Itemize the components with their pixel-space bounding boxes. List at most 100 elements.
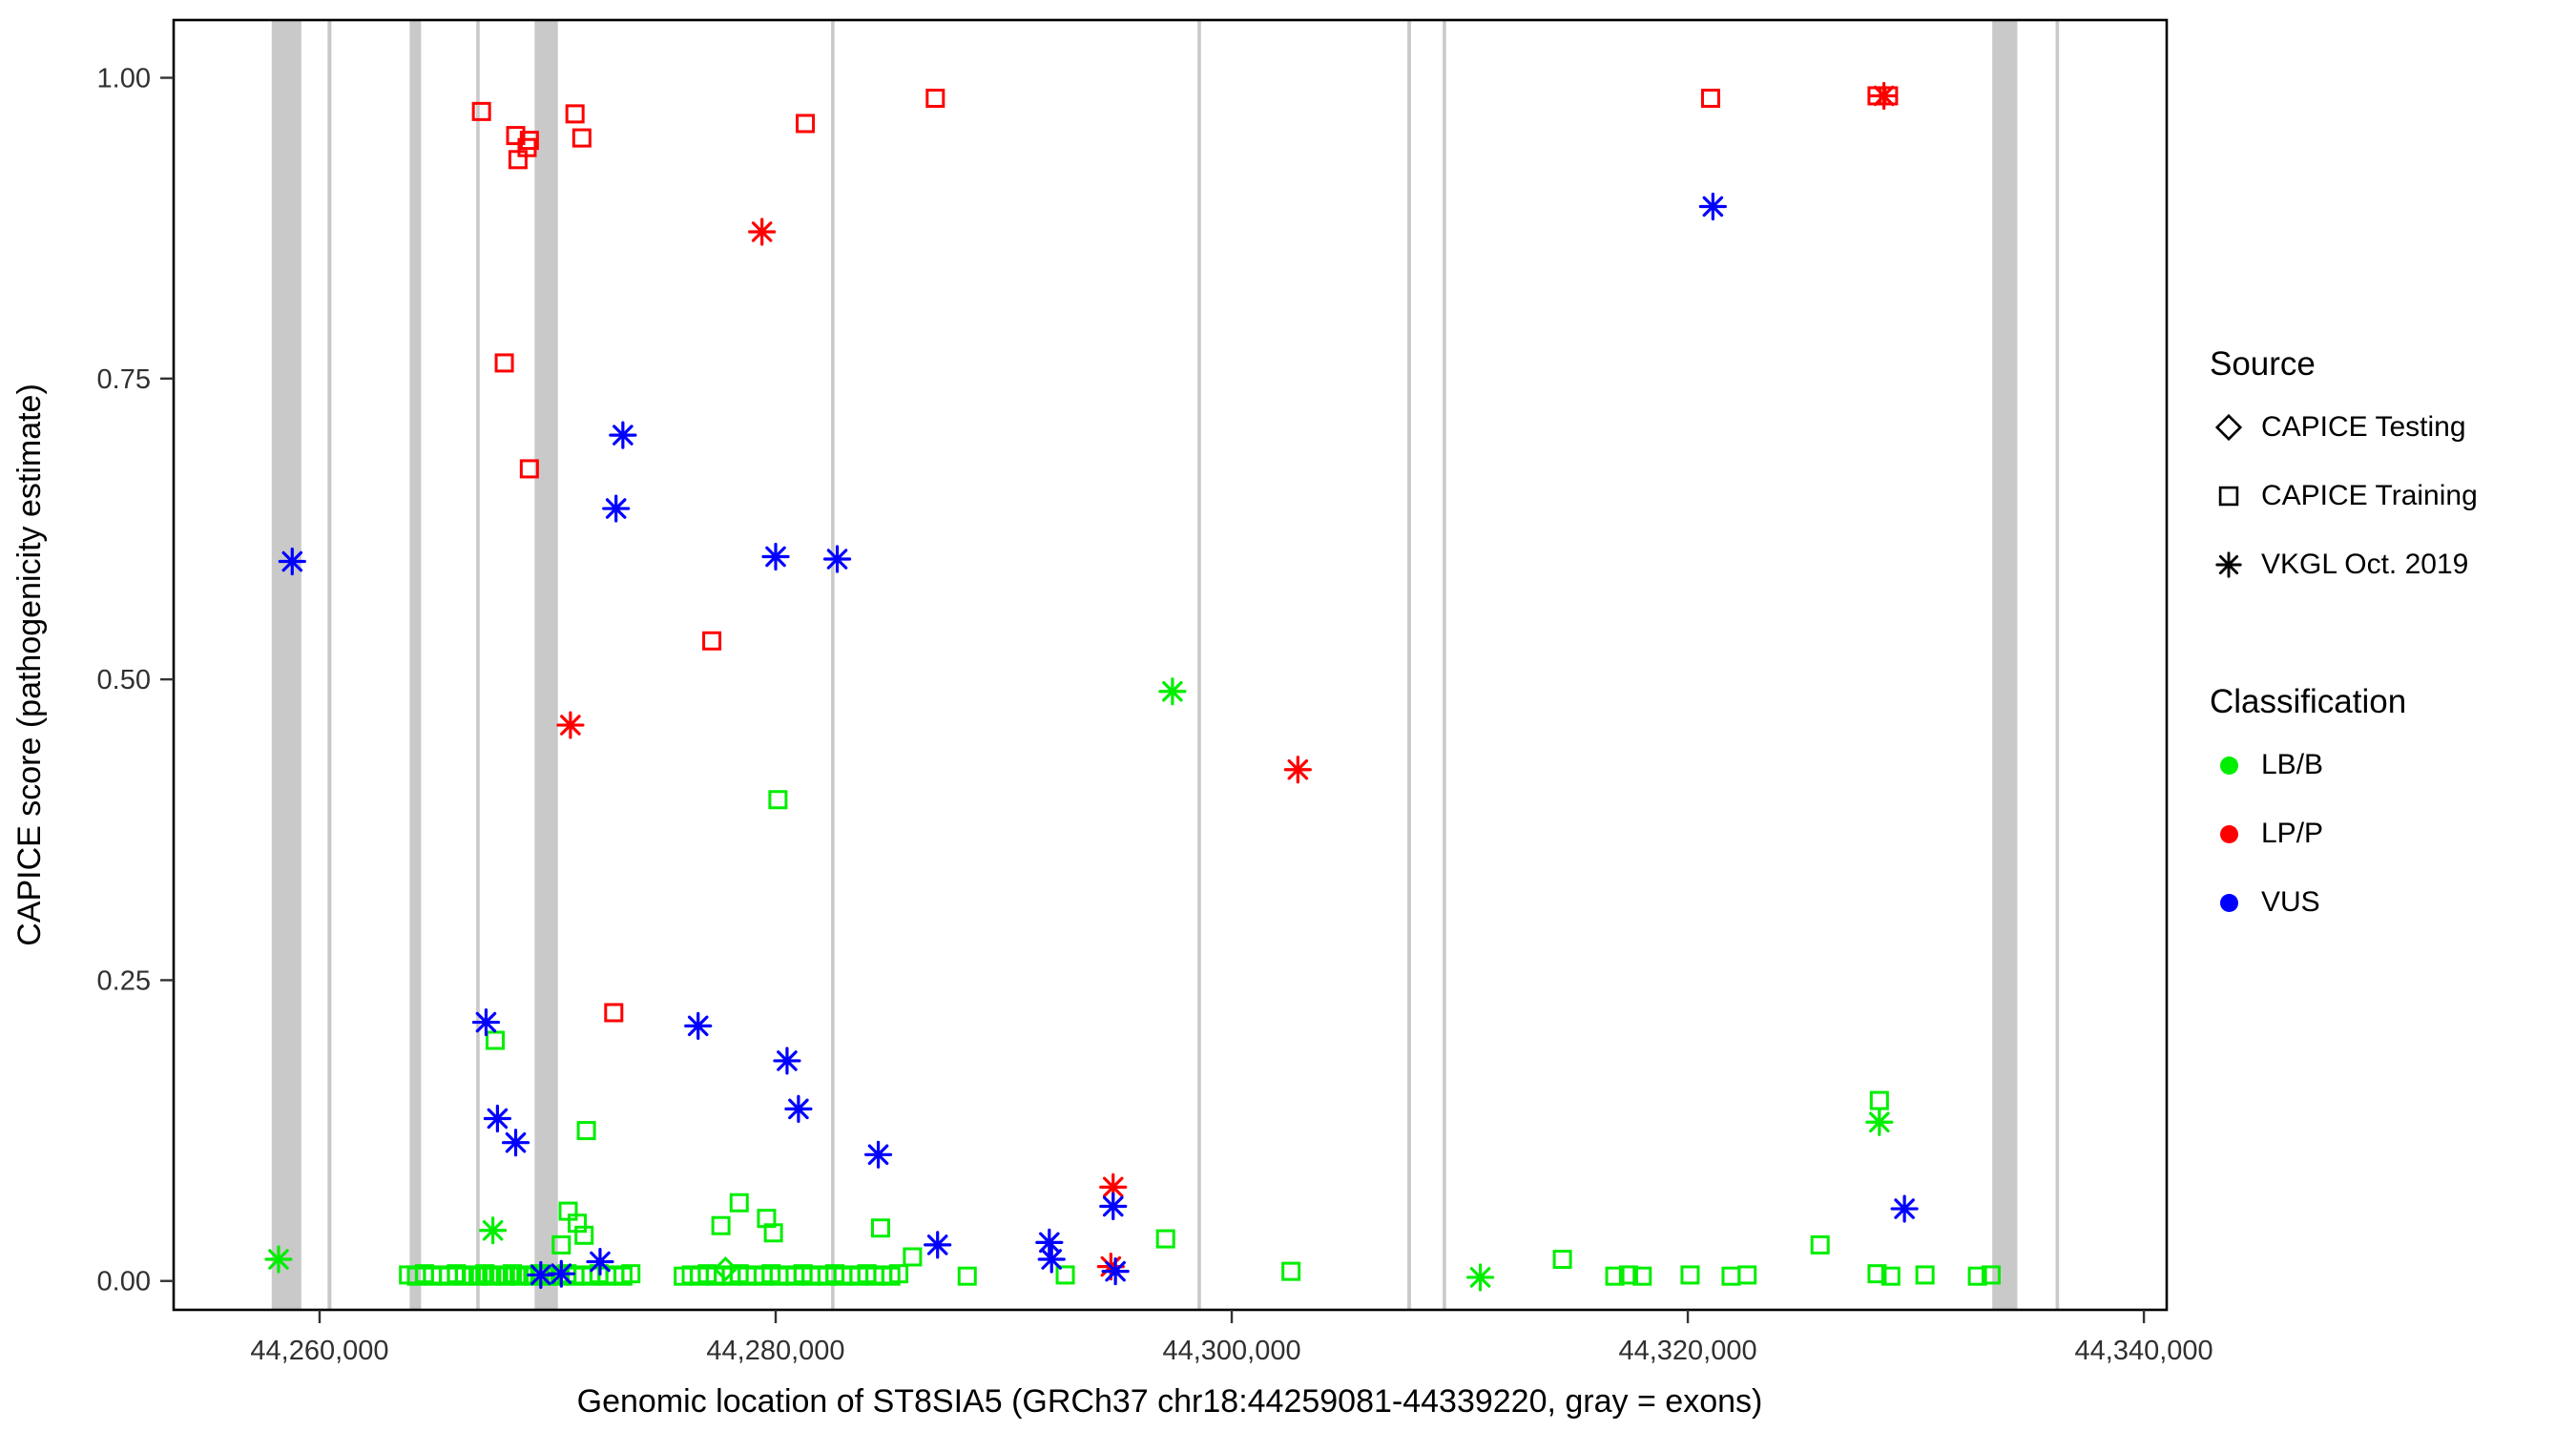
data-point-asterisk [278, 547, 306, 576]
legend-item-capice-training: CAPICE Training [2210, 462, 2478, 530]
data-point-square [571, 128, 592, 148]
asterisk-arm [482, 1219, 504, 1241]
data-point-square [1721, 1266, 1741, 1286]
asterisk-arm [765, 546, 786, 568]
data-point-square [1552, 1250, 1572, 1270]
asterisk-arm [530, 1264, 551, 1286]
data-point-asterisk [471, 1007, 501, 1037]
data-point-square [1055, 1265, 1075, 1285]
data-point-asterisk [924, 1231, 952, 1259]
data-point-asterisk [1865, 1108, 1894, 1136]
asterisk-arm [1039, 1232, 1060, 1254]
legend-item-vkgl: VKGL Oct. 2019 [2210, 530, 2478, 599]
asterisk-arm [751, 221, 773, 242]
y-tick-label: 0.25 [97, 965, 151, 996]
legend-item-label: LP/P [2261, 818, 2324, 849]
legend-item-label: VKGL Oct. 2019 [2261, 549, 2469, 580]
exon-band [1407, 20, 1411, 1310]
data-point-asterisk [784, 1094, 813, 1123]
asterisk-arm [551, 1263, 572, 1284]
data-point-asterisk [586, 1247, 614, 1276]
data-point-square [1880, 1266, 1901, 1286]
legend-item-vus: VUS [2210, 868, 2478, 937]
legend-item-label: CAPICE Training [2261, 480, 2478, 511]
legend-classification-title: Classification [2210, 683, 2407, 720]
data-point-asterisk [609, 421, 637, 449]
x-tick-label: 44,260,000 [250, 1336, 388, 1366]
legend-item-lpp: LP/P [2210, 799, 2478, 868]
exon-band [271, 20, 301, 1310]
asterisk-arm [1702, 196, 1724, 218]
data-point-asterisk [1035, 1228, 1064, 1256]
exon-band [1443, 20, 1446, 1310]
data-point-layer [264, 81, 2001, 1292]
exon-band [1197, 20, 1201, 1310]
data-point-square [1632, 1266, 1652, 1286]
asterisk-arm [1869, 1111, 1890, 1133]
asterisk-arm [1041, 1249, 1063, 1270]
x-tick-label: 44,320,000 [1618, 1336, 1756, 1366]
asterisk-arm [687, 1015, 709, 1037]
data-point-square [471, 101, 491, 121]
data-point-square [1680, 1265, 1700, 1285]
data-point-square [1737, 1265, 1757, 1285]
legend-item-capice-testing: CAPICE Testing [2210, 393, 2478, 462]
diamond-icon [2214, 413, 2243, 442]
data-point-square [517, 137, 537, 157]
data-point-asterisk [684, 1011, 713, 1040]
data-point-asterisk [1099, 1192, 1128, 1221]
asterisk-arm [867, 1144, 889, 1166]
exon-band [534, 20, 558, 1310]
asterisk-arm [1162, 680, 1183, 702]
panel-layer [172, 18, 2169, 1312]
data-point-asterisk [1698, 192, 1727, 221]
x-tick-label: 44,340,000 [2075, 1336, 2213, 1366]
data-point-square [870, 1218, 890, 1238]
data-point-square [621, 1264, 641, 1284]
y-tick-label: 0.00 [97, 1267, 151, 1297]
data-point-asterisk [2215, 551, 2242, 578]
data-point-asterisk [1870, 81, 1899, 111]
y-tick-label: 0.50 [97, 665, 151, 695]
exon-layer [271, 20, 2060, 1310]
asterisk-arm [1469, 1267, 1491, 1288]
data-point-square [903, 1247, 923, 1267]
data-point-square [1915, 1265, 1935, 1285]
legend-source-title: Source [2210, 345, 2316, 383]
legend-item-lbb: LB/B [2210, 731, 2478, 799]
exon-band [1992, 20, 2018, 1310]
data-point-square [1605, 1266, 1625, 1286]
data-point-square [1155, 1229, 1175, 1249]
data-point-asterisk [822, 545, 852, 573]
data-point-square [574, 1225, 594, 1245]
data-point-asterisk [501, 1129, 530, 1157]
data-point-square [519, 459, 539, 479]
data-point-square [1981, 1265, 2001, 1285]
asterisk-arm [1102, 1176, 1124, 1198]
axis-tick-layer: 44,260,000 44,280,000 44,300,000 44,320,000… [97, 64, 2213, 1366]
asterisk-arm [487, 1108, 509, 1130]
data-point-asterisk [264, 1245, 293, 1274]
data-point-square [604, 1003, 624, 1023]
asterisk-arm [1287, 758, 1309, 780]
data-point-asterisk [863, 1140, 893, 1169]
panel-border [172, 18, 2169, 1312]
data-point-asterisk [556, 711, 585, 739]
data-point-asterisk [547, 1259, 575, 1288]
legend: Source CAPICE Testing CAPICE Training VK… [2210, 345, 2478, 937]
y-tick-label: 1.00 [97, 64, 151, 94]
asterisk-arm [590, 1251, 611, 1273]
data-point-asterisk [1890, 1194, 1919, 1223]
y-tick-label: 0.75 [97, 364, 151, 395]
data-point-asterisk [761, 542, 790, 571]
data-point-square [711, 1215, 731, 1235]
data-point-square [729, 1192, 749, 1213]
asterisk-arm [281, 550, 303, 572]
asterisk-arm [505, 1131, 527, 1153]
data-point-asterisk [602, 494, 631, 523]
data-point-square [796, 114, 816, 134]
data-point-square [1869, 1090, 1889, 1110]
data-point-square [1281, 1261, 1301, 1281]
asterisk-arm [788, 1098, 809, 1120]
data-point-asterisk [748, 218, 777, 246]
